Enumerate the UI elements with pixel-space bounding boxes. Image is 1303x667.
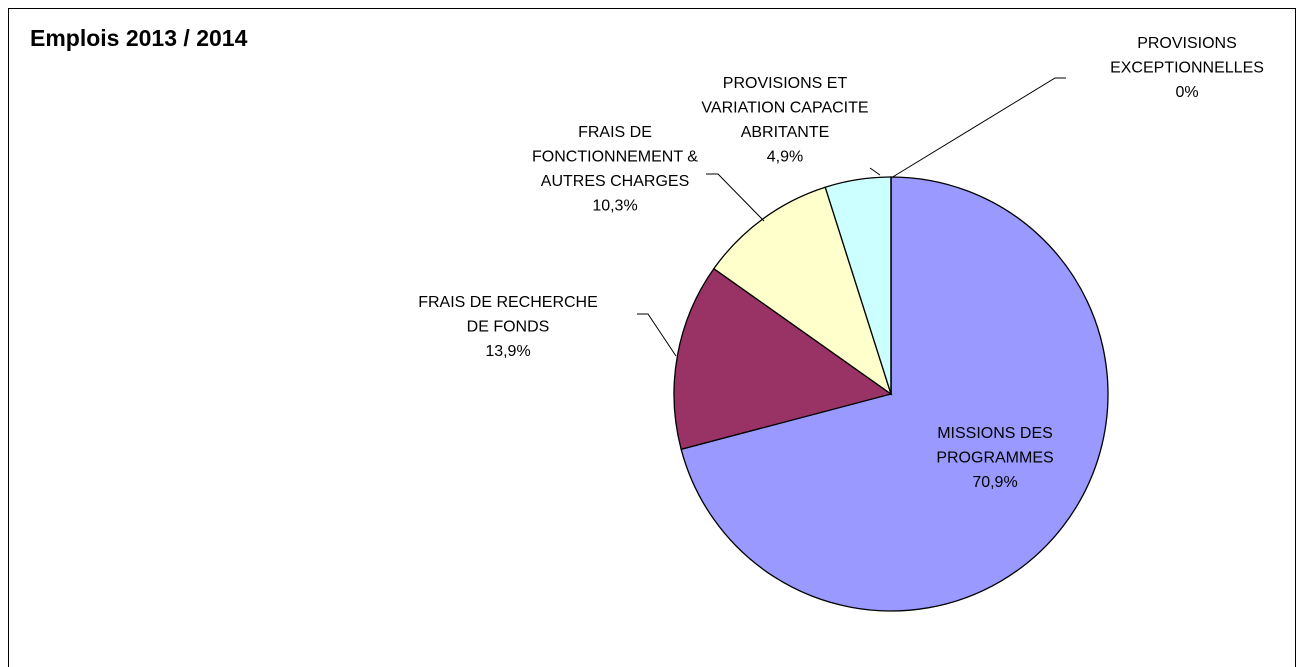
leader-line	[890, 77, 1066, 179]
pie-slice	[673, 267, 893, 451]
slice-value-label: 70,9%	[972, 474, 1017, 491]
leader-line	[869, 167, 881, 176]
slice-label: MISSIONS DES PROGRAMMES	[936, 425, 1053, 467]
pie-slice	[712, 186, 893, 396]
slice-value-label: 10,3%	[592, 198, 637, 215]
slice-value-label: 4,9%	[767, 149, 803, 166]
leader-line	[637, 313, 677, 357]
leader-line	[706, 173, 765, 222]
slice-value-label: 13,9%	[485, 343, 530, 360]
chart-title: Emplois 2013 / 2014	[30, 25, 248, 51]
chart-border	[8, 8, 1296, 667]
slice-value-label: 0%	[1175, 84, 1198, 101]
slice-label: FRAIS DE RECHERCHE DE FONDS	[418, 294, 598, 336]
pie-slice	[680, 176, 1109, 612]
slice-label: FRAIS DE FONCTIONNEMENT & AUTRES CHARGES	[532, 124, 698, 190]
slice-label: PROVISIONS ET VARIATION CAPACITE ABRITANTE	[701, 75, 868, 141]
slice-label: PROVISIONS EXCEPTIONNELLES	[1110, 35, 1264, 77]
